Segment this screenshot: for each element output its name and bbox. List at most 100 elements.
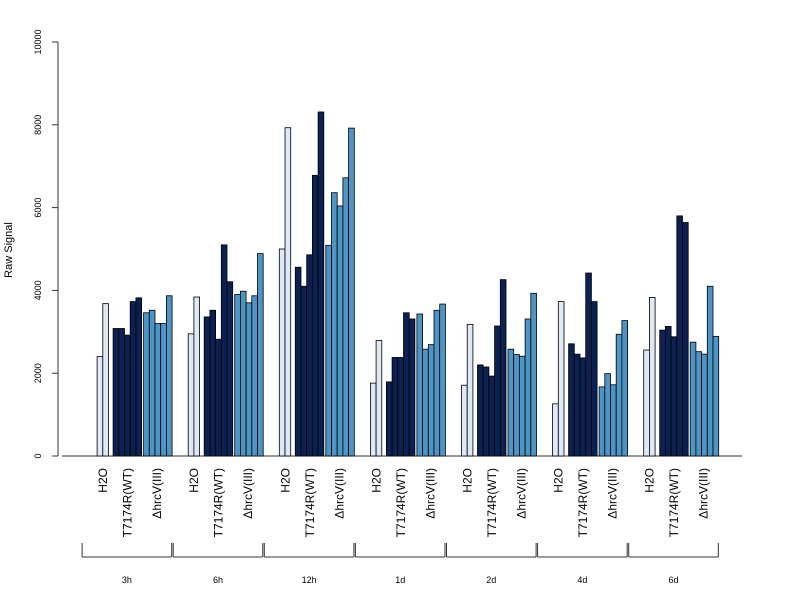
- y-tick-label: 4000: [33, 280, 43, 300]
- bar: [427, 344, 435, 457]
- bar: [524, 318, 532, 457]
- y-tick-label: 8000: [33, 115, 43, 135]
- bar: [215, 338, 222, 457]
- bar: [649, 297, 656, 457]
- bar: [403, 312, 410, 457]
- bar: [203, 316, 211, 457]
- group-label: T7174R(WT): [485, 468, 499, 537]
- bar: [257, 253, 264, 457]
- group-label: T7174R(WT): [667, 468, 681, 537]
- y-tick-label: 10000: [33, 29, 43, 54]
- group-label: ΔhrcV(III): [606, 468, 620, 519]
- group-label: T7174R(WT): [212, 468, 226, 537]
- group-label: ΔhrcV(III): [241, 468, 255, 519]
- group-label: H2O: [369, 468, 383, 493]
- bar: [466, 323, 474, 457]
- bar: [278, 248, 286, 457]
- group-label: H2O: [96, 468, 110, 493]
- bar: [507, 348, 515, 457]
- bar: [193, 296, 200, 457]
- bar: [342, 177, 349, 457]
- bar: [226, 281, 234, 457]
- bar: [234, 294, 241, 457]
- group-label: H2O: [278, 468, 292, 493]
- y-tick-label: 2000: [33, 363, 43, 383]
- bar: [148, 309, 156, 457]
- bar: [482, 366, 490, 457]
- bar: [187, 333, 195, 457]
- bar: [557, 301, 565, 457]
- bar: [682, 222, 689, 457]
- bar: [331, 192, 338, 457]
- group-label: T7174R(WT): [576, 468, 590, 537]
- group-label: T7174R(WT): [394, 468, 408, 537]
- bar: [124, 334, 131, 457]
- bar: [336, 205, 344, 457]
- y-tick-label: 6000: [33, 198, 43, 218]
- bar: [579, 357, 587, 457]
- bar: [375, 340, 383, 457]
- group-label: H2O: [643, 468, 657, 493]
- bar: [494, 325, 501, 457]
- bar: [513, 354, 520, 457]
- bar: [676, 215, 683, 457]
- bar: [408, 318, 416, 457]
- bar: [712, 335, 720, 457]
- bar: [670, 336, 678, 457]
- bar: [129, 301, 137, 457]
- bar: [118, 328, 125, 457]
- time-label: 3h: [122, 575, 132, 585]
- bar: [397, 357, 404, 457]
- bar: [112, 328, 120, 457]
- bar: [369, 382, 377, 457]
- time-label: 6d: [668, 575, 678, 585]
- bar: [701, 353, 708, 457]
- time-label: 2d: [486, 575, 496, 585]
- bar: [143, 312, 150, 457]
- bar: [615, 333, 623, 457]
- bar: [591, 301, 598, 457]
- bar: [621, 320, 629, 457]
- bar: [610, 384, 617, 457]
- bar: [294, 266, 302, 457]
- group-label: ΔhrcV(III): [332, 468, 346, 519]
- bar: [665, 326, 672, 457]
- time-label: 4d: [577, 575, 587, 585]
- bar: [488, 375, 495, 457]
- bar: [439, 303, 446, 457]
- bar: [530, 292, 537, 457]
- group-label: T7174R(WT): [121, 468, 135, 537]
- bar: [300, 285, 308, 457]
- group-label: H2O: [187, 468, 201, 493]
- group-label: ΔhrcV(III): [150, 468, 164, 519]
- y-axis-title: Raw Signal: [3, 222, 15, 278]
- bar: [416, 313, 423, 457]
- bar: [585, 272, 592, 457]
- bar: [96, 356, 104, 457]
- time-label: 1d: [395, 575, 405, 585]
- bar: [568, 343, 575, 457]
- bar: [689, 341, 697, 457]
- group-label: ΔhrcV(III): [515, 468, 529, 519]
- bar: [461, 384, 468, 457]
- bar: [348, 127, 355, 457]
- group-label: H2O: [552, 468, 566, 493]
- group-label: ΔhrcV(III): [697, 468, 711, 519]
- bar: [552, 403, 559, 457]
- bar: [317, 111, 325, 457]
- bar: [391, 357, 399, 457]
- time-label: 6h: [213, 575, 223, 585]
- bar: [604, 373, 611, 457]
- bar: [598, 386, 606, 457]
- bar: [433, 309, 441, 457]
- bar: [325, 244, 332, 457]
- bar: [154, 323, 162, 457]
- group-label: H2O: [461, 468, 475, 493]
- bar: [306, 254, 313, 457]
- group-label: ΔhrcV(III): [423, 468, 437, 519]
- bar: [477, 364, 484, 457]
- bar: [165, 295, 173, 457]
- bar: [220, 244, 228, 457]
- bar: [284, 127, 292, 457]
